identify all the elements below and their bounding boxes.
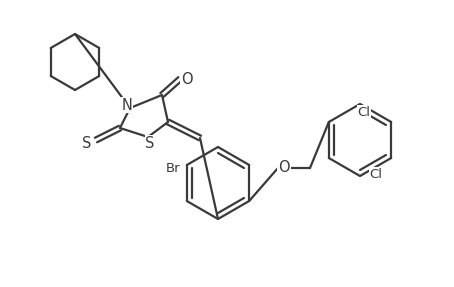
Text: Cl: Cl bbox=[370, 168, 383, 181]
Text: Br: Br bbox=[166, 162, 180, 175]
Text: N: N bbox=[122, 98, 133, 113]
Text: Cl: Cl bbox=[357, 106, 370, 119]
Text: O: O bbox=[181, 71, 193, 86]
Text: S: S bbox=[145, 135, 155, 150]
Text: S: S bbox=[82, 135, 92, 150]
Text: O: O bbox=[278, 160, 290, 174]
